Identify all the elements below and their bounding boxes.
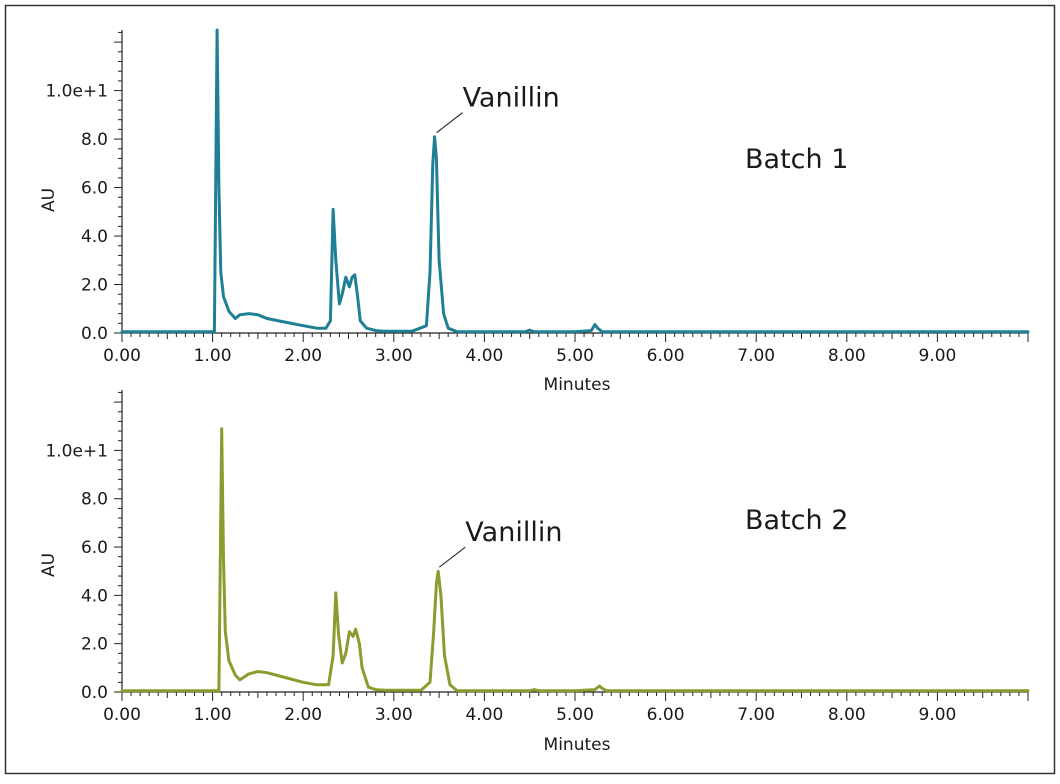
y-axis-title: AU — [39, 188, 59, 212]
batch-label: Batch 1 — [745, 144, 848, 175]
vanillin-leader-line — [436, 112, 463, 134]
figure-frame — [4, 4, 1056, 775]
x-tick-label: 1.00 — [194, 346, 232, 366]
x-tick-label: 2.00 — [284, 705, 322, 725]
x-tick-label: 7.00 — [737, 346, 775, 366]
x-tick-label: 0.00 — [103, 705, 141, 725]
y-tick-label: 6.0 — [81, 179, 108, 199]
vanillin-annotation: Vanillin — [465, 517, 562, 548]
x-tick-label: 5.00 — [556, 346, 594, 366]
x-tick-label: 9.00 — [918, 705, 956, 725]
y-axis-title: AU — [39, 553, 59, 577]
y-tick-label: 1.0e+1 — [45, 82, 108, 102]
y-tick-label: 8.0 — [81, 130, 108, 150]
y-tick-label: 4.0 — [81, 227, 108, 247]
y-tick-label: 2.0 — [81, 276, 108, 296]
x-tick-label: 7.00 — [737, 705, 775, 725]
chart-panel-2: 0.00 1.00 2.00 3.00 4.00 5.00 6.00 7.00 8.00 9.00… — [39, 390, 1030, 755]
x-tick-label: 2.00 — [284, 346, 322, 366]
x-tick-label: 8.00 — [828, 705, 866, 725]
x-tick-label: 3.00 — [375, 705, 413, 725]
x-tick-label: 6.00 — [647, 705, 685, 725]
x-tick-label: 5.00 — [556, 705, 594, 725]
vanillin-annotation: Vanillin — [463, 83, 560, 114]
x-tick-label: 6.00 — [647, 346, 685, 366]
chromatogram-trace — [120, 427, 1030, 693]
x-axis-title: Minutes — [544, 375, 611, 395]
vanillin-leader-line — [438, 546, 466, 568]
x-tick-label: 3.00 — [375, 346, 413, 366]
x-tick-label: 4.00 — [465, 705, 503, 725]
y-tick-label: 2.0 — [81, 635, 108, 655]
chromatogram-trace — [120, 28, 1030, 334]
x-axis-title: Minutes — [544, 735, 611, 755]
chart-panel-1: 0.00 1.00 2.00 3.00 4.00 5.00 6.00 7.00 8.00 9.00… — [39, 28, 1030, 395]
x-tick-label: 8.00 — [828, 346, 866, 366]
y-tick-label: 8.0 — [81, 490, 108, 510]
x-tick-label: 4.00 — [465, 346, 503, 366]
y-tick-label: 0.0 — [81, 324, 108, 344]
x-tick-label: 0.00 — [103, 346, 141, 366]
x-tick-label: 1.00 — [194, 705, 232, 725]
y-tick-label: 1.0e+1 — [45, 441, 108, 461]
y-tick-label: 4.0 — [81, 586, 108, 606]
y-tick-label: 6.0 — [81, 538, 108, 558]
x-tick-label: 9.00 — [918, 346, 956, 366]
y-tick-label: 0.0 — [81, 683, 108, 703]
batch-label: Batch 2 — [745, 505, 848, 536]
